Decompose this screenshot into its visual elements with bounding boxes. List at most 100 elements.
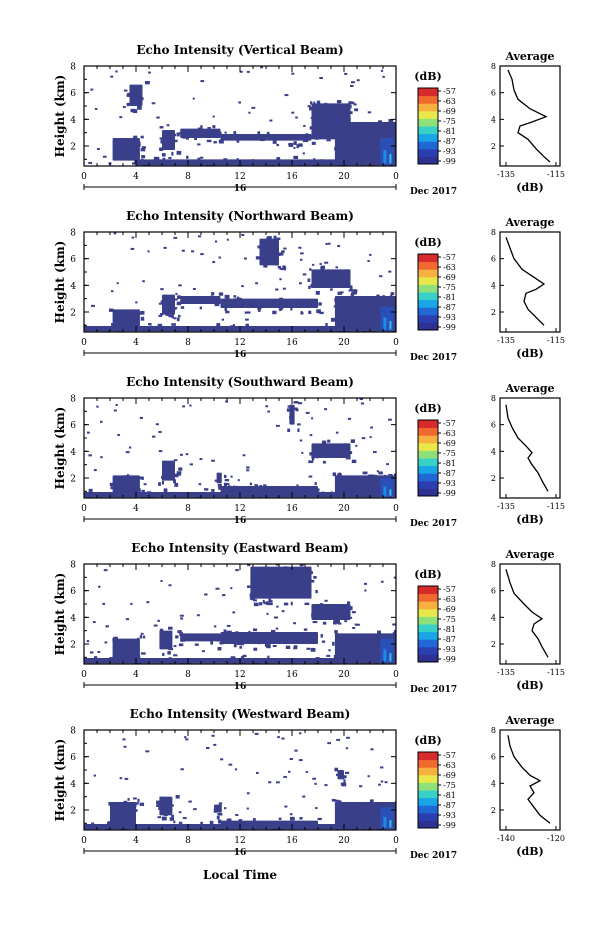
colorbar-segment xyxy=(418,126,438,135)
echo-speckle xyxy=(273,498,277,501)
echo-speckle xyxy=(360,333,364,335)
echo-speckle xyxy=(161,816,167,821)
heatmap-data xyxy=(84,232,396,335)
y-tick-label: 8 xyxy=(70,561,76,571)
echo-speckle xyxy=(393,314,396,318)
echo-speckle xyxy=(226,630,232,634)
echo-speckle xyxy=(119,316,125,320)
echo-speckle xyxy=(393,639,396,642)
echo-speckle xyxy=(248,299,252,302)
echo-speckle xyxy=(205,638,208,641)
echo-speckle xyxy=(326,499,330,502)
colorbar-tick-label: -69 xyxy=(443,605,456,614)
echo-speckle xyxy=(328,649,331,652)
echo-speckle xyxy=(335,816,340,819)
echo-speckle xyxy=(366,813,370,816)
colorbar-segment xyxy=(418,276,438,285)
echo-speckle xyxy=(212,164,215,166)
echo-speckle xyxy=(192,97,195,100)
echo-speckle xyxy=(345,109,351,112)
echo-speckle xyxy=(135,312,141,315)
echo-speckle xyxy=(397,477,401,479)
echo-speckle xyxy=(126,93,131,97)
echo-speckle xyxy=(318,283,322,287)
profile-x-tick-label: -135 xyxy=(497,502,515,511)
echo-speckle xyxy=(212,298,216,302)
x-tick-label: 0 xyxy=(393,338,399,348)
echo-speckle xyxy=(281,250,285,253)
echo-speckle xyxy=(133,659,136,664)
echo-speckle xyxy=(185,738,189,741)
echo-speckle xyxy=(372,451,377,454)
colorbar-segment xyxy=(418,820,438,829)
echo-speckle xyxy=(253,160,258,163)
echo-speckle xyxy=(253,660,259,664)
echo-core-peak xyxy=(389,820,392,828)
echo-speckle xyxy=(291,487,294,490)
echo-core xyxy=(380,306,394,331)
echo-speckle xyxy=(348,104,352,109)
echo-speckle xyxy=(350,606,353,611)
echo-speckle xyxy=(291,588,296,592)
echo-speckle xyxy=(351,459,357,464)
echo-speckle xyxy=(362,330,367,332)
echo-speckle xyxy=(315,590,318,594)
echo-speckle xyxy=(86,327,91,331)
echo-speckle xyxy=(203,635,206,639)
colorbar-segment xyxy=(418,586,438,595)
echo-speckle xyxy=(281,304,286,308)
echo-speckle xyxy=(268,831,272,835)
echo-speckle xyxy=(369,475,374,478)
echo-speckle xyxy=(284,94,289,97)
echo-core xyxy=(380,138,394,165)
echo-speckle xyxy=(374,160,379,163)
echo-speckle xyxy=(263,245,267,249)
echo-speckle xyxy=(189,404,192,407)
echo-speckle xyxy=(337,607,341,610)
colorbar-tick-label: -87 xyxy=(443,137,456,146)
date-label: Dec 2017 xyxy=(410,187,457,197)
echo-speckle xyxy=(212,125,216,129)
profile-frame xyxy=(499,563,561,665)
profile-title: Average xyxy=(504,548,554,561)
echo-speckle xyxy=(132,162,136,165)
profile-x-label: (dB) xyxy=(516,347,543,360)
echo-speckle xyxy=(129,144,133,148)
echo-speckle xyxy=(223,158,228,161)
echo-speckle xyxy=(253,599,257,602)
profile-y-tick-label: 8 xyxy=(491,560,496,569)
echo-speckle xyxy=(254,484,258,489)
profile-y-tick-label: 8 xyxy=(491,228,496,237)
echo-speckle xyxy=(365,803,369,807)
echo-speckle xyxy=(344,664,346,666)
colorbar-unit: (dB) xyxy=(414,568,441,581)
echo-speckle xyxy=(257,568,261,571)
echo-speckle xyxy=(175,292,178,295)
echo-speckle xyxy=(222,594,226,597)
echo-speckle xyxy=(337,822,340,826)
echo-speckle xyxy=(122,106,126,109)
echo-speckle xyxy=(213,809,217,813)
echo-speckle xyxy=(378,132,383,136)
x-tick-label: 4 xyxy=(133,836,139,846)
echo-speckle xyxy=(272,645,277,648)
echo-speckle xyxy=(197,127,202,131)
profile-line xyxy=(507,735,551,824)
echo-speckle xyxy=(267,655,270,659)
echo-speckle xyxy=(162,157,166,160)
echo-speckle xyxy=(367,111,372,114)
colorbar-tick-label: -87 xyxy=(443,303,456,312)
echo-speckle xyxy=(353,150,359,154)
echo-speckle xyxy=(250,135,255,139)
colorbar-segment xyxy=(418,488,438,497)
echo-speckle xyxy=(157,323,163,327)
y-tick-label: 4 xyxy=(70,116,76,126)
echo-speckle xyxy=(122,819,127,822)
echo-speckle xyxy=(298,759,303,762)
echo-speckle xyxy=(252,628,258,632)
colorbar-segment xyxy=(418,148,438,157)
echo-speckle xyxy=(277,736,280,739)
echo-speckle xyxy=(348,101,353,104)
echo-speckle xyxy=(308,285,311,290)
echo-speckle xyxy=(385,301,390,305)
